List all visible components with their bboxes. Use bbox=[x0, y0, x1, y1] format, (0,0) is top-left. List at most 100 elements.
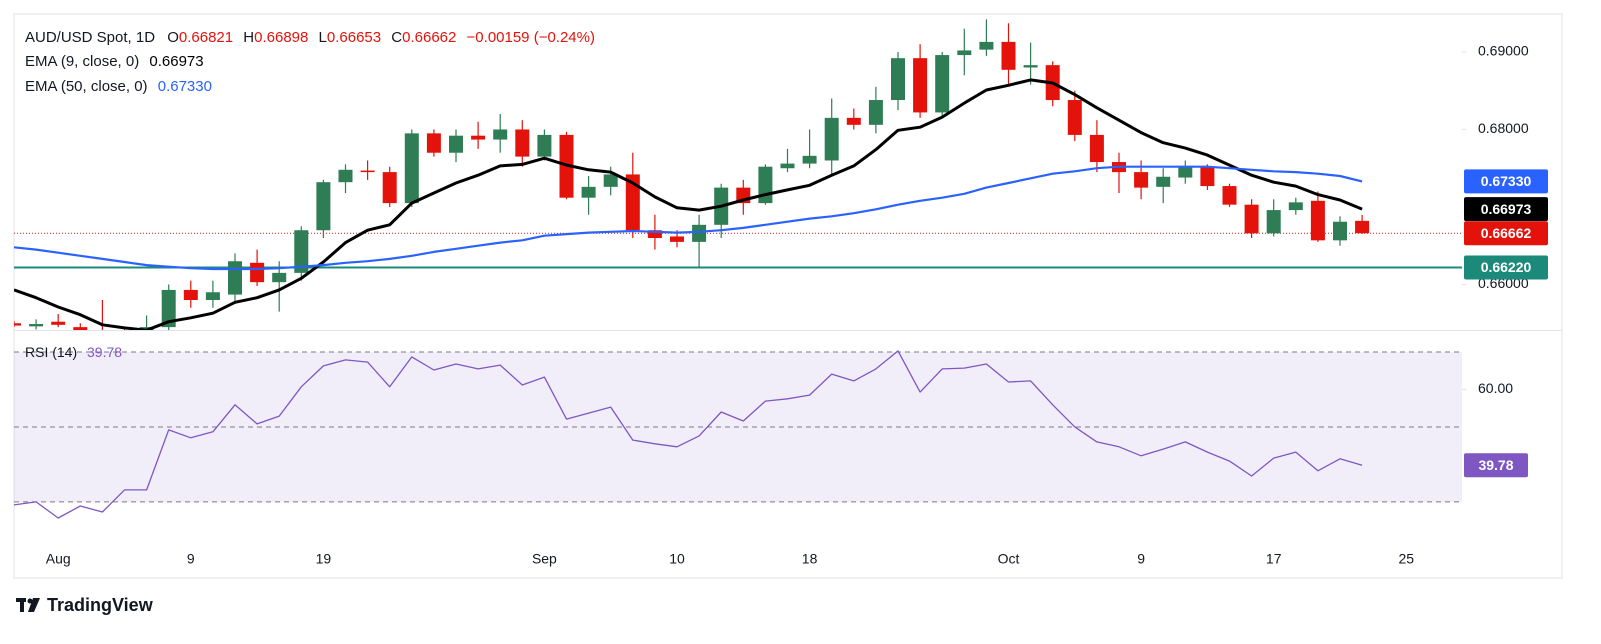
chart-frame bbox=[13, 13, 1563, 579]
candle-body bbox=[957, 50, 972, 56]
price-tag-label: 0.66973 bbox=[1481, 201, 1532, 217]
candle-body bbox=[1333, 221, 1347, 241]
legend-name: EMA (50, close, 0) bbox=[25, 78, 148, 95]
candle-body bbox=[891, 58, 905, 101]
candle-body bbox=[14, 323, 21, 326]
price-tag-label: 0.66662 bbox=[1481, 225, 1532, 241]
candle-body bbox=[979, 41, 994, 50]
indicator-line bbox=[14, 165, 1363, 271]
price-tag-label: 0.66220 bbox=[1481, 259, 1532, 275]
candle-body bbox=[493, 129, 508, 140]
candle-body bbox=[1266, 210, 1281, 234]
candle-body bbox=[1156, 176, 1171, 187]
candle-body bbox=[426, 133, 441, 153]
candle-body bbox=[161, 289, 176, 328]
x-tick-label: Oct bbox=[998, 551, 1020, 567]
candle-body bbox=[868, 100, 883, 125]
indicator-line bbox=[14, 78, 1363, 330]
candle-body bbox=[73, 327, 88, 330]
candle-body bbox=[692, 224, 707, 242]
candle-body bbox=[228, 261, 242, 295]
x-tick-label: 17 bbox=[1266, 551, 1282, 567]
price-tag bbox=[1464, 221, 1548, 246]
candle-body bbox=[935, 55, 950, 113]
price-tag bbox=[1464, 197, 1548, 222]
price-tag bbox=[1464, 169, 1548, 194]
ohlc-label: H bbox=[243, 29, 254, 46]
candle-body bbox=[1089, 134, 1104, 163]
legend-value: 0.66973 bbox=[149, 53, 203, 70]
candle-body bbox=[404, 133, 419, 204]
candle-body bbox=[1222, 186, 1237, 205]
y-tick-label: 0.69000 bbox=[1478, 43, 1529, 59]
legend-value: 39.78 bbox=[87, 344, 122, 360]
y-tick-label: 60.00 bbox=[1478, 380, 1513, 396]
candle-body bbox=[802, 155, 817, 164]
x-tick-label: 10 bbox=[669, 551, 685, 567]
candle-body bbox=[670, 236, 684, 242]
price-pane bbox=[14, 19, 1462, 330]
brand-name: TradingView bbox=[47, 595, 154, 615]
candle-body bbox=[1244, 204, 1259, 234]
candle-body bbox=[272, 272, 287, 283]
candle-body bbox=[183, 289, 198, 301]
x-tick-label: 18 bbox=[802, 551, 818, 567]
axis-layer: 0.690000.680000.660000.673300.669730.666… bbox=[46, 43, 1548, 567]
candle-body bbox=[250, 262, 265, 283]
indicator-line bbox=[14, 350, 1363, 519]
x-tick-label: Sep bbox=[532, 551, 557, 567]
brand-logo bbox=[16, 598, 40, 612]
rsi-legend: RSI (14) 39.78 bbox=[25, 344, 122, 360]
ohlc-value: 0.66821 bbox=[179, 29, 233, 46]
x-tick-label: Aug bbox=[46, 551, 71, 567]
candle-body bbox=[51, 321, 66, 325]
candle-body bbox=[1178, 166, 1193, 178]
candle-body bbox=[360, 170, 375, 173]
x-tick-label: 9 bbox=[187, 551, 195, 567]
ohlc-label: L bbox=[319, 29, 327, 46]
price-tag bbox=[1464, 255, 1548, 280]
candle-body bbox=[780, 163, 795, 169]
candle-body bbox=[647, 230, 662, 238]
candle-body bbox=[382, 172, 397, 204]
candle-body bbox=[515, 129, 530, 157]
candle-body bbox=[1310, 200, 1325, 241]
candle-body bbox=[1067, 100, 1082, 135]
candle-body bbox=[1288, 202, 1303, 211]
candle-body bbox=[625, 174, 640, 231]
candle-body bbox=[29, 324, 44, 327]
price-tag bbox=[1464, 453, 1528, 478]
candle-body bbox=[1134, 172, 1149, 188]
ohlc-value: 0.66662 bbox=[402, 29, 456, 46]
price-tag-label: 39.78 bbox=[1478, 457, 1513, 473]
candle-body bbox=[1001, 41, 1016, 70]
rsi-pane bbox=[14, 350, 1462, 519]
ema9-legend: EMA (9, close, 0) 0.66973 bbox=[25, 53, 204, 70]
candle-body bbox=[537, 134, 552, 157]
candle-body bbox=[913, 58, 928, 113]
candle-body bbox=[1023, 65, 1038, 68]
candle-body bbox=[1355, 220, 1370, 234]
candle-body bbox=[846, 117, 861, 125]
candle-body bbox=[294, 230, 309, 273]
legend-value: 0.67330 bbox=[158, 78, 212, 95]
candle-body bbox=[316, 182, 331, 231]
x-tick-label: 19 bbox=[316, 551, 332, 567]
legend-name: RSI (14) bbox=[25, 344, 77, 360]
candle-body bbox=[471, 135, 486, 140]
y-tick-label: 0.68000 bbox=[1478, 120, 1529, 136]
ema50-legend: EMA (50, close, 0) 0.67330 bbox=[25, 78, 212, 95]
candle-body bbox=[1200, 166, 1215, 187]
x-tick-label: 25 bbox=[1399, 551, 1415, 567]
symbol: AUD/USD Spot, 1D bbox=[25, 29, 155, 46]
price-tag-label: 0.67330 bbox=[1481, 173, 1532, 189]
candle-body bbox=[338, 169, 353, 183]
ohlc-value: 0.66898 bbox=[254, 29, 308, 46]
candle-body bbox=[581, 186, 596, 198]
candle-body bbox=[758, 166, 773, 204]
x-tick-label: 9 bbox=[1137, 551, 1145, 567]
candle-body bbox=[603, 174, 618, 187]
header-legend: AUD/USD Spot, 1D O0.66821 H0.66898 L0.66… bbox=[25, 29, 595, 46]
legend-name: EMA (9, close, 0) bbox=[25, 53, 139, 70]
